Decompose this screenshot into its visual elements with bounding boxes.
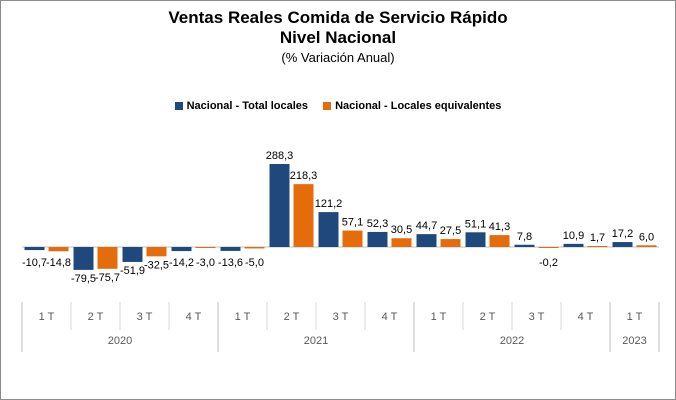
bar-total: [122, 247, 143, 262]
data-label: -10,7: [22, 257, 47, 269]
bar-equivalentes: [342, 230, 363, 247]
x-tick-label: 3 T: [529, 311, 545, 323]
legend-item-total: Nacional - Total locales: [174, 100, 309, 112]
chart-subtitle: Nivel Nacional: [279, 28, 397, 47]
legend-swatch-total: [174, 102, 183, 110]
bar-total: [563, 243, 584, 247]
data-label: 27,5: [440, 225, 461, 237]
legend: Nacional - Total locales Nacional - Loca…: [0, 100, 676, 113]
bar-equivalentes: [636, 245, 657, 247]
bar-total: [220, 247, 241, 251]
x-tick-label: 1 T: [235, 311, 251, 323]
data-label: 44,7: [416, 220, 437, 232]
chart-title: Ventas Reales Comida de Servicio Rápido: [168, 8, 508, 27]
data-label: 41,3: [489, 221, 510, 233]
bar-total: [367, 231, 388, 247]
bar-equivalentes: [293, 184, 314, 247]
chart-note: (% Variación Anual): [281, 50, 395, 65]
legend-item-equivalentes: Nacional - Locales equivalentes: [323, 100, 501, 112]
data-label: -51,9: [120, 265, 145, 277]
x-tick-label: 4 T: [186, 311, 202, 323]
data-label: 57,1: [342, 217, 363, 229]
data-label: -13,6: [218, 257, 243, 269]
bar-total: [612, 242, 633, 247]
bar-total: [465, 232, 486, 247]
bar-equivalentes: [195, 247, 216, 248]
data-label: -32,5: [144, 259, 169, 271]
data-label: -14,8: [46, 257, 71, 269]
data-label: 52,3: [367, 218, 388, 230]
x-year-label: 2021: [304, 335, 328, 347]
bar-total: [269, 164, 290, 247]
data-label: -79,5: [71, 273, 96, 285]
x-year-label: 2022: [500, 335, 524, 347]
x-year-label: 2023: [622, 335, 646, 347]
bar-total: [73, 247, 94, 270]
x-tick-label: 4 T: [382, 311, 398, 323]
legend-label-equivalentes: Nacional - Locales equivalentes: [335, 100, 502, 112]
title-block: Ventas Reales Comida de Servicio Rápido …: [0, 8, 676, 67]
data-label: 121,2: [315, 198, 343, 210]
x-tick-label: 1 T: [431, 311, 447, 323]
legend-swatch-equivalentes: [323, 102, 332, 110]
bar-equivalentes: [440, 239, 461, 247]
bar-total: [171, 247, 192, 252]
x-tick-label: 1 T: [39, 311, 55, 323]
bar-equivalentes: [97, 247, 118, 269]
data-label: 30,5: [391, 224, 412, 236]
bar-equivalentes: [244, 247, 265, 249]
bar-equivalentes: [538, 247, 559, 248]
data-label: -75,7: [95, 272, 120, 284]
bar-equivalentes: [146, 247, 167, 257]
bar-total: [318, 212, 339, 247]
x-tick-label: 2 T: [284, 311, 300, 323]
bar-total: [416, 234, 437, 247]
bar-total: [514, 244, 535, 247]
legend-label-total: Nacional - Total locales: [186, 100, 309, 112]
data-label: -14,2: [169, 257, 194, 269]
bar-equivalentes: [587, 246, 608, 247]
data-label: -0,2: [539, 257, 558, 269]
data-label: -3,0: [196, 257, 215, 269]
data-label: 288,3: [266, 150, 294, 162]
x-tick-label: 3 T: [137, 311, 153, 323]
x-year-label: 2020: [108, 335, 132, 347]
data-label: 7,8: [517, 231, 532, 243]
x-tick-label: 2 T: [480, 311, 496, 323]
bar-equivalentes: [489, 235, 510, 247]
x-tick-label: 2 T: [88, 311, 104, 323]
bar-equivalentes: [48, 247, 69, 252]
data-label: 10,9: [563, 230, 584, 242]
x-tick-label: 4 T: [578, 311, 594, 323]
data-label: 17,2: [612, 228, 633, 240]
bar-equivalentes: [391, 238, 412, 247]
data-label: 51,1: [465, 218, 486, 230]
x-tick-label: 3 T: [333, 311, 349, 323]
x-tick-label: 1 T: [627, 311, 643, 323]
data-label: -5,0: [245, 257, 264, 269]
data-label: 6,0: [639, 231, 654, 243]
data-label: 1,7: [590, 232, 605, 244]
bar-total: [24, 247, 45, 251]
data-label: 218,3: [290, 170, 318, 182]
